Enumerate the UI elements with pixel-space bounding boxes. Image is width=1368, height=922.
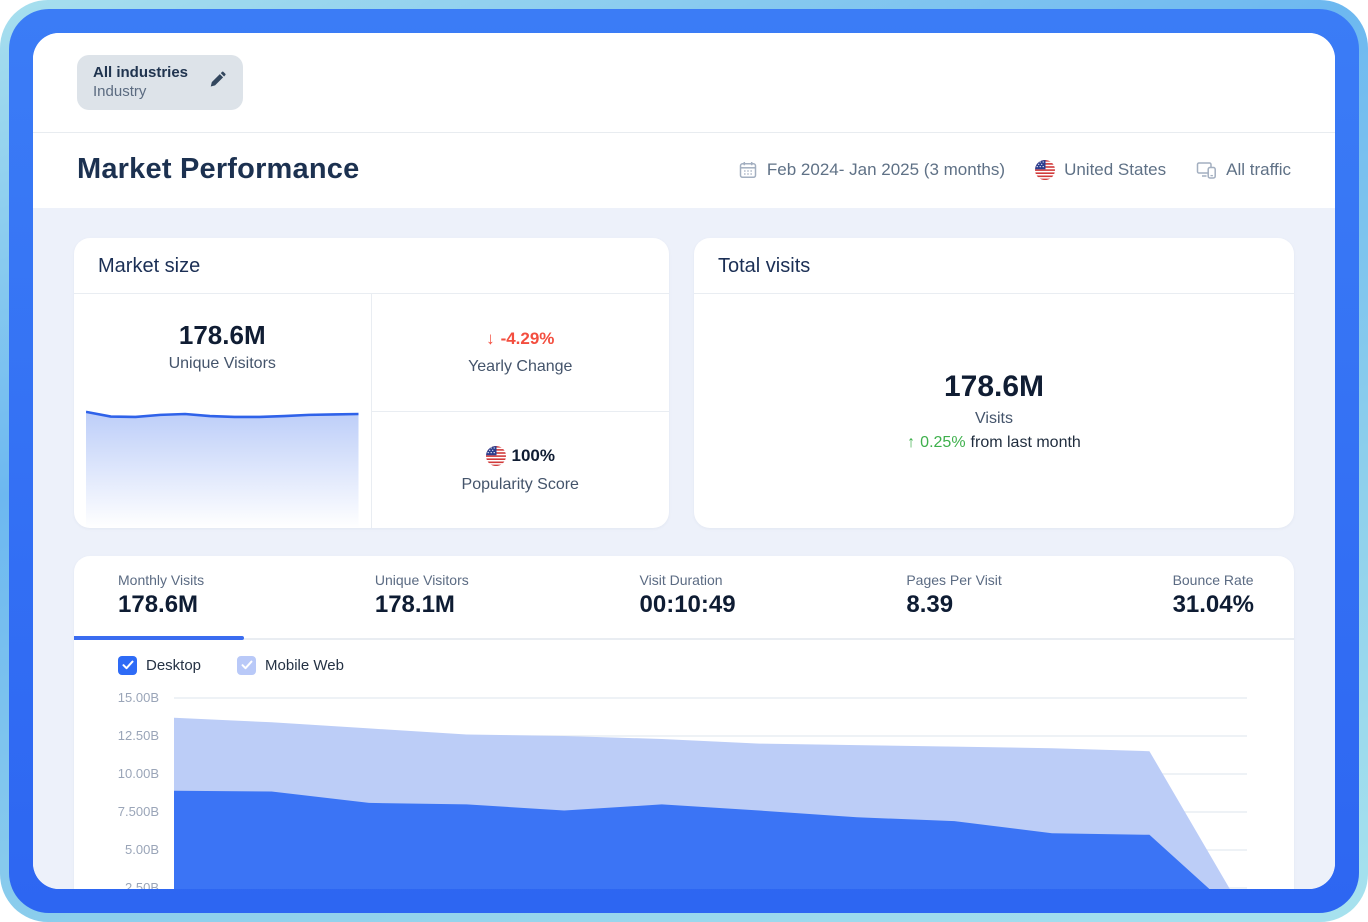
yearly-change-label: Yearly Change [468,357,573,375]
delta-percent: 0.25% [920,434,966,451]
total-visits-title: Total visits [694,238,1294,294]
top-bar: All industries Industry [33,33,1335,133]
chart-plot-area [174,694,1247,889]
popularity-value: 100% [511,446,555,466]
page-title: Market Performance [77,153,360,185]
main-content: Market size 178.6M Unique Visitors [33,208,1335,889]
popularity-label: Popularity Score [461,475,579,493]
yearly-change-value-line: ↓ -4.29% [486,329,554,349]
devices-icon [1196,160,1217,180]
total-visits-delta: ↑ 0.25% from last month [907,434,1081,452]
tab-label: Pages Per Visit [906,572,1002,588]
unique-visitors-value: 178.6M [178,320,266,350]
y-axis-tick: 2.50B [125,880,159,889]
tab-label: Unique Visitors [374,572,469,588]
y-axis-tick: 15.00B [117,690,159,705]
tab-visit-duration[interactable]: Visit Duration 00:10:49 [640,572,736,638]
legend-mobile-web-label: Mobile Web [265,656,344,674]
us-flag-icon [1035,159,1056,180]
tab-unique-visitors[interactable]: Unique Visitors 178.1M [375,572,469,638]
market-size-body: 178.6M Unique Visitors ↓ -4.29% [74,294,669,528]
total-visits-label: Visits [975,410,1013,427]
country-text: United States [1064,159,1167,179]
down-arrow-icon: ↓ [486,328,495,348]
mobile-web-checkbox[interactable] [237,655,257,675]
unique-visitors-sparkline [86,406,359,528]
calendar-icon [738,160,758,180]
up-arrow-icon: ↑ [907,434,916,451]
traffic-text: All traffic [1226,159,1291,179]
us-flag-small-icon [485,445,506,467]
total-visits-value: 178.6M [943,370,1045,403]
tab-value: 31.04% [1172,591,1254,618]
popularity-score-cell: 100% Popularity Score [371,410,669,529]
market-size-title: Market size [74,238,669,294]
y-axis-tick: 5.00B [125,842,159,857]
market-size-card: Market size 178.6M Unique Visitors [74,238,669,528]
tab-pages-per-visit[interactable]: Pages Per Visit 8.39 [906,572,1001,638]
tab-value: 178.1M [374,591,455,618]
legend-desktop-label: Desktop [146,656,202,674]
popularity-value-line: 100% [485,445,555,467]
sparkline-svg [86,406,359,528]
industry-filter-badge[interactable]: All industries Industry [77,55,244,110]
industry-filter-label: Industry [93,83,147,100]
industry-filter-value: All industries [93,64,189,81]
traffic-metrics-card: Monthly Visits 178.6M Unique Visitors 17… [74,556,1294,889]
y-axis-tick: 12.50B [117,728,159,743]
stacked-area-chart-svg [174,697,1247,889]
date-range-selector[interactable]: Feb 2024- Jan 2025 (3 months) [738,160,1005,180]
tab-bounce-rate[interactable]: Bounce Rate 31.04% [1173,572,1254,638]
legend-mobile-web[interactable]: Mobile Web [237,655,344,675]
tab-label: Monthly Visits [118,572,205,588]
y-axis-tick: 7.500B [117,804,159,819]
legend-desktop[interactable]: Desktop [118,655,202,675]
market-size-right-column: ↓ -4.29% Yearly Change [371,294,670,529]
active-tab-indicator [74,636,244,640]
header-meta: Feb 2024- Jan 2025 (3 months) [738,159,1291,180]
tab-value: 8.39 [906,591,954,618]
tab-value: 00:10:49 [639,591,736,618]
tab-value: 178.6M [118,591,199,618]
y-axis-tick: 10.00B [117,766,159,781]
total-visits-body: 178.6M Visits ↑ 0.25% from last month [694,294,1294,528]
tab-label: Bounce Rate [1172,572,1254,588]
tab-label: Visit Duration [639,572,723,588]
unique-visitors-cell: 178.6M Unique Visitors [74,294,372,528]
metric-tabs: Monthly Visits 178.6M Unique Visitors 17… [74,556,1294,640]
traffic-chart: 15.00B 12.50B 10.00B 7.500B 5.00B 2.50B [74,690,1294,889]
country-selector[interactable]: United States [1035,159,1167,180]
header: Market Performance Feb 2024- Jan 2025 (3… [33,133,1335,208]
edit-pencil-icon[interactable] [208,70,227,94]
traffic-selector[interactable]: All traffic [1196,160,1291,180]
yearly-change-cell: ↓ -4.29% Yearly Change [372,294,670,411]
dashboard-page: All industries Industry Market Performan… [33,33,1335,889]
desktop-checkbox[interactable] [118,655,137,675]
industry-filter-texts: All industries Industry [93,64,188,100]
tab-monthly-visits[interactable]: Monthly Visits 178.6M [118,572,204,638]
chart-legend: Desktop Mobile Web [74,640,1294,686]
total-visits-card: Total visits 178.6M Visits ↑ 0.25% from … [694,238,1294,528]
summary-cards-row: Market size 178.6M Unique Visitors [74,238,1294,528]
date-range-text: Feb 2024- Jan 2025 (3 months) [766,159,1006,179]
unique-visitors-label: Unique Visitors [168,355,276,372]
delta-suffix: from last month [970,434,1081,451]
yearly-change-value: -4.29% [500,328,555,348]
